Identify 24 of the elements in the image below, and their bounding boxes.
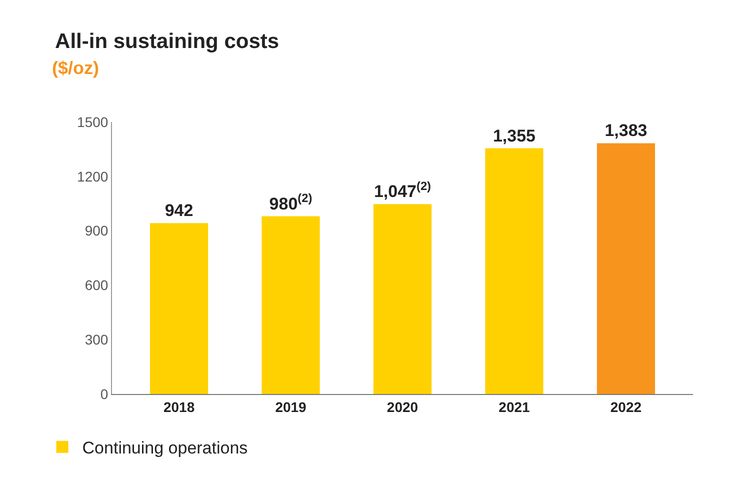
x-tick-label: 2021 [498, 398, 530, 415]
bar [485, 148, 544, 394]
bar [150, 223, 208, 394]
y-tick-label: 900 [84, 222, 108, 239]
data-label: 980$^{(2)}$ [269, 191, 312, 214]
chart-title: All-in sustaining costs [55, 30, 280, 54]
x-tick-label: 2019 [275, 398, 307, 415]
bar [262, 216, 320, 394]
bar [596, 143, 656, 394]
y-tick-label: 0 [100, 386, 108, 402]
legend-label: Continuing operations [82, 438, 248, 458]
data-label: 1,355 [492, 126, 536, 146]
chart-subtitle: ($/oz) [52, 58, 99, 78]
data-label: 942 [164, 201, 194, 220]
y-tick-label: 1200 [77, 168, 108, 184]
x-tick-label: 2022 [610, 398, 642, 415]
y-tick-label: 1500 [77, 114, 108, 130]
x-tick-label: 2020 [386, 398, 418, 415]
data-label: 1,383 [604, 121, 648, 140]
bar [373, 204, 432, 394]
y-tick-label: 600 [84, 277, 108, 294]
y-tick-label: 300 [84, 332, 108, 348]
data-label: 1,047$^{(2)}$ [374, 179, 432, 202]
x-tick-label: 2018 [163, 398, 195, 415]
